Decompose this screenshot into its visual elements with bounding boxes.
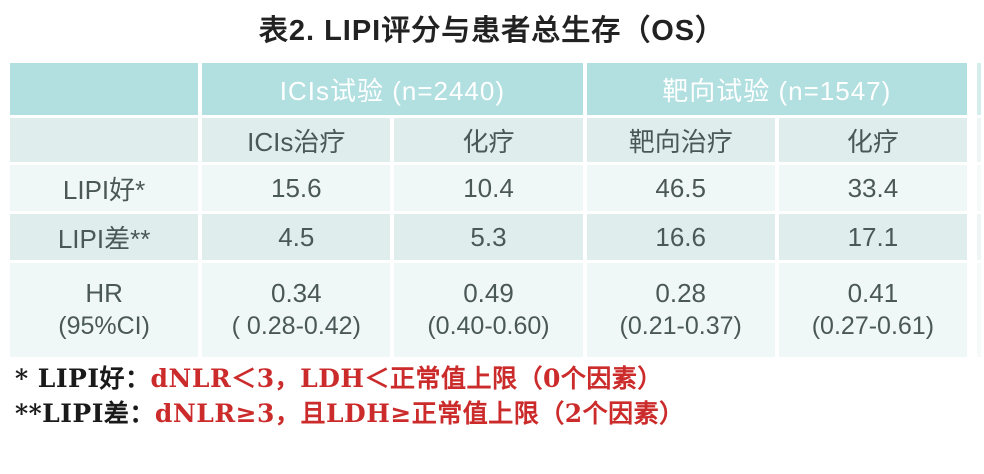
value-lipi-poor-chemo-targeted: 17.1	[778, 214, 967, 260]
value-lipi-good-chemo-targeted: 33.4	[778, 165, 967, 211]
ci-value: (0.27-0.61)	[811, 312, 935, 340]
sliver-row-segment	[977, 263, 981, 357]
footnote-lipi-good-criteria: dNLR＜3，LDH＜正常值上限（0个因素）	[150, 364, 663, 393]
lipi-os-table: ICIs试验 (n=2440) 靶向试验 (n=1547) ICIs治疗 化疗 …	[10, 63, 967, 357]
hr-value: 0.34	[270, 278, 322, 308]
value-lipi-poor-icis: 4.5	[202, 214, 391, 260]
table-title: 表2. LIPI评分与患者总生存（OS）	[258, 15, 726, 47]
hr-label-line1: HR	[85, 278, 123, 308]
hr-value: 0.28	[655, 278, 706, 308]
sliver-row-segment	[977, 214, 981, 260]
hr-value: 0.41	[847, 278, 899, 308]
value-lipi-good-chemo-icis: 10.4	[394, 165, 583, 211]
value-lipi-poor-targeted: 16.6	[586, 214, 775, 260]
row-label-lipi-good: LIPI好*	[10, 165, 199, 211]
row-label-lipi-poor: LIPI差**	[10, 214, 199, 260]
footnote-lipi-poor: **LIPI差：dNLR≥3，且LDH≥正常值上限（2个因素）	[15, 396, 685, 431]
ci-value: (0.40-0.60)	[427, 312, 550, 340]
value-lipi-good-targeted: 46.5	[586, 165, 775, 211]
value-hr-targeted: 0.28 (0.21-0.37)	[586, 263, 775, 357]
column-header-icis-treatment: ICIs治疗	[202, 118, 391, 162]
value-lipi-poor-chemo-icis: 5.3	[394, 214, 583, 260]
sliver-row-segment	[977, 118, 981, 162]
value-hr-chemo-targeted: 0.41 (0.27-0.61)	[778, 263, 967, 357]
column-header-targeted-treatment: 靶向治疗	[586, 118, 775, 162]
value-lipi-good-icis: 15.6	[202, 165, 391, 211]
value-hr-chemo-icis: 0.49 (0.40-0.60)	[394, 263, 583, 357]
footnote-lipi-poor-criteria: dNLR≥3，且LDH≥正常值上限（2个因素）	[154, 399, 685, 428]
footnote-lipi-poor-label: **LIPI差：	[15, 399, 155, 428]
column-header-chemo-targeted: 化疗	[778, 118, 967, 162]
footnotes: * LIPI好：dNLR＜3，LDH＜正常值上限（0个因素） **LIPI差：d…	[15, 361, 685, 431]
group-header-targeted-trials: 靶向试验 (n=1547)	[586, 63, 967, 115]
hr-label-line2: (95%CI)	[58, 312, 150, 340]
column-header-chemo-icis: 化疗	[394, 118, 583, 162]
sliver-header-segment	[977, 63, 981, 115]
ci-value: (0.21-0.37)	[619, 312, 742, 340]
group-header-icis-trials: ICIs试验 (n=2440)	[202, 63, 583, 115]
footnote-lipi-good-label: * LIPI好：	[15, 364, 151, 393]
corner-cell	[10, 63, 199, 115]
ci-value: ( 0.28-0.42)	[231, 312, 361, 340]
footnote-lipi-good: * LIPI好：dNLR＜3，LDH＜正常值上限（0个因素）	[15, 361, 685, 396]
hr-value: 0.49	[463, 278, 514, 308]
table-edge-sliver	[977, 63, 981, 357]
subheader-empty-cell	[10, 118, 199, 162]
sliver-row-segment	[977, 165, 981, 211]
row-label-hr: HR (95%CI)	[10, 263, 199, 357]
value-hr-icis: 0.34 ( 0.28-0.42)	[202, 263, 391, 357]
